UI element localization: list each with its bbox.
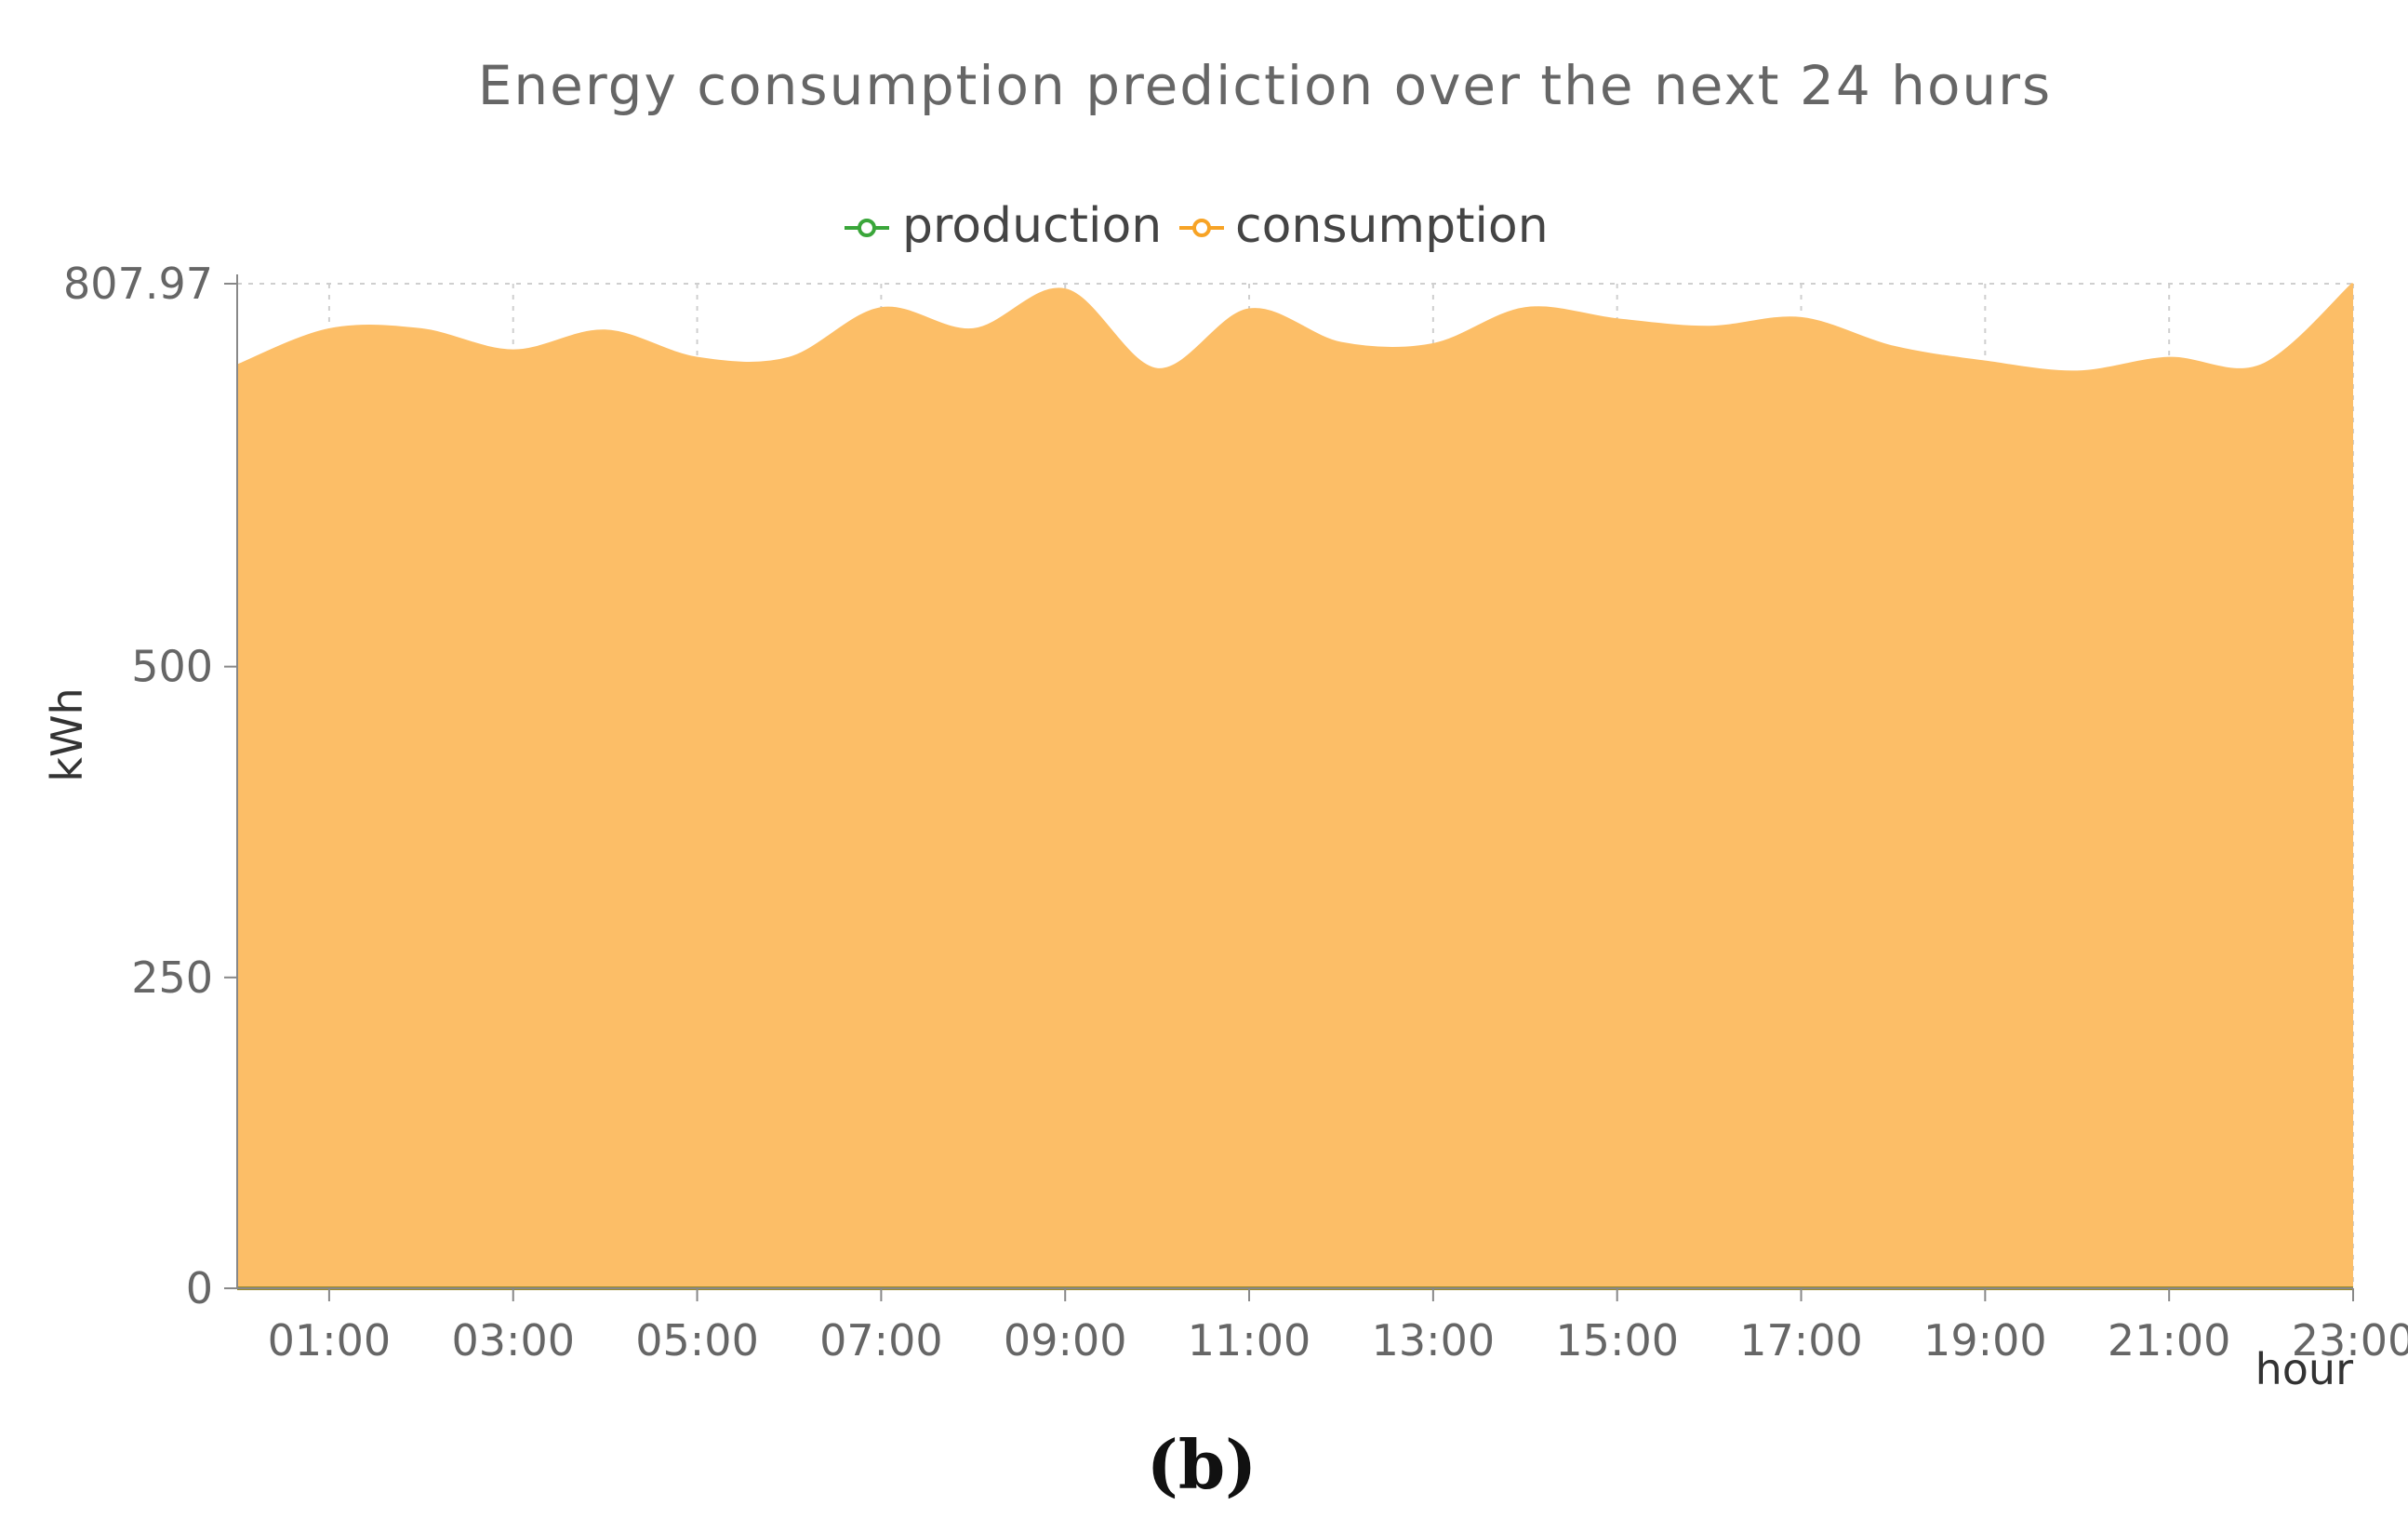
x-tick-label-0900: 09:00 xyxy=(1004,1315,1127,1365)
y-tick-label-500: 500 xyxy=(131,642,213,692)
y-tick-label-807.97: 807.97 xyxy=(63,259,213,309)
y-axis-label: kWh xyxy=(42,687,92,781)
x-tick-label-0700: 07:00 xyxy=(819,1315,943,1365)
x-tick-label-2100: 21:00 xyxy=(2108,1315,2231,1365)
chart-title: Energy consumption prediction over the n… xyxy=(478,54,2053,117)
consumption-legend-marker xyxy=(1192,219,1211,237)
legend: production consumption xyxy=(845,198,1549,254)
legend-item-production[interactable]: production xyxy=(845,198,1162,254)
consumption-area xyxy=(237,283,2353,1288)
x-tick-label-1300: 13:00 xyxy=(1372,1315,1496,1365)
x-tick-label-1100: 11:00 xyxy=(1188,1315,1311,1365)
x-tick-label-0100: 01:00 xyxy=(268,1315,392,1365)
legend-label-consumption: consumption xyxy=(1235,198,1549,254)
production-legend-marker xyxy=(858,219,876,237)
y-tick-label-250: 250 xyxy=(131,953,213,1003)
x-tick-label-2300: 23:00 xyxy=(2292,1315,2408,1365)
plot-area xyxy=(236,282,2354,1290)
legend-label-production: production xyxy=(902,198,1162,254)
legend-item-consumption[interactable]: consumption xyxy=(1179,198,1549,254)
x-tick-label-1500: 15:00 xyxy=(1555,1315,1679,1365)
y-tick-label-0: 0 xyxy=(186,1263,213,1313)
x-tick-label-1900: 19:00 xyxy=(1923,1315,2047,1365)
axes: 01:00 03:00 05:00 07:00 09:00 11:00 13:00 15:00… xyxy=(63,259,2408,1365)
x-tick-label-0300: 03:00 xyxy=(451,1315,575,1365)
panel-label: (b) xyxy=(1147,1425,1257,1504)
x-tick-label-1700: 17:00 xyxy=(1739,1315,1863,1365)
consumption-line xyxy=(236,282,2354,374)
x-axis-label: hour xyxy=(2255,1344,2353,1394)
x-tick-label-0500: 05:00 xyxy=(635,1315,759,1365)
